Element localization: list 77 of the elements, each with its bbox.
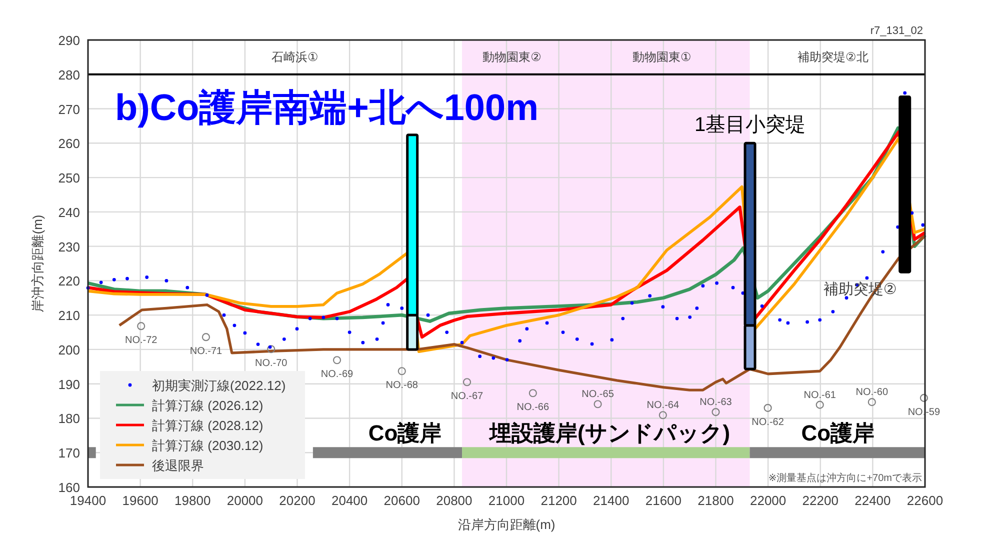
annotation: NO.-62	[752, 416, 784, 428]
x-tick-label: 21200	[540, 493, 577, 508]
point	[920, 394, 928, 402]
bar	[898, 95, 912, 274]
point	[202, 333, 210, 342]
x-tick-label: 20800	[436, 493, 472, 508]
y-tick-label: 160	[58, 480, 80, 495]
annotation: NO.-70	[254, 358, 288, 370]
x-tick-label: 20000	[226, 493, 264, 508]
point	[332, 356, 342, 364]
legend-label: 計算汀線 (2030.12)	[152, 438, 264, 453]
point	[868, 398, 876, 406]
y-tick-label: 280	[58, 67, 80, 82]
point	[528, 389, 537, 398]
annotation: 動物園東①	[632, 50, 692, 64]
x-tick-label: 19800	[174, 493, 211, 508]
x-tick-label: 22000	[750, 493, 786, 508]
y-tick-label: 200	[58, 342, 80, 358]
annotation: NO.-65	[582, 389, 614, 400]
text: b)Co護岸南端+北へ100m	[115, 87, 538, 128]
y-tick-label: 240	[58, 204, 80, 220]
annotation: NO.-68	[386, 380, 418, 392]
annotation: NO.-71	[190, 346, 223, 358]
annotation: ※測量基点は沖方向に+70mで表示	[768, 472, 922, 484]
legend-label: 初期実測汀線(2022.12)	[152, 378, 286, 393]
y-tick-label: 220	[58, 274, 80, 289]
annotation: NO.-63	[700, 397, 732, 408]
annotation: NO.-64	[646, 400, 680, 412]
x-tick-label: 22200	[802, 493, 838, 508]
y-tick-label: 230	[58, 239, 80, 254]
point	[658, 411, 667, 420]
x-tick-label: 22600	[906, 493, 944, 508]
annotation: NO.-60	[856, 387, 888, 398]
annotation: 石崎浜①	[272, 50, 318, 64]
y-tick-label: 260	[58, 136, 80, 152]
annotation: Co護岸	[801, 420, 875, 446]
annotation: 埋設護岸(サンドパック)	[488, 420, 730, 446]
annotation: NO.-69	[320, 369, 354, 380]
annotation: Co護岸	[368, 420, 442, 446]
x-tick-label: 20200	[279, 493, 316, 508]
legend-label: 計算汀線 (2026.12)	[152, 398, 264, 413]
x-axis-title: 沿岸方向距離(m)	[458, 517, 556, 532]
y-axis-title: 岸沖方向距離(m)	[30, 214, 45, 312]
legend-label: 後退限界	[152, 458, 204, 473]
point	[764, 404, 772, 412]
x-tick-label: 21000	[488, 493, 525, 508]
x-tick-label: 22400	[854, 493, 891, 508]
point	[267, 345, 276, 354]
annotation: NO.-67	[450, 391, 484, 402]
y-tick-label: 190	[58, 376, 80, 392]
annotation: NO.-66	[516, 402, 550, 414]
x-tick-label: 20400	[331, 493, 368, 508]
point	[712, 408, 720, 416]
y-tick-label: 270	[58, 102, 80, 117]
annotation: 動物園東②	[482, 50, 542, 64]
annotation: NO.-72	[124, 335, 158, 346]
point	[137, 322, 146, 330]
x-tick-label: 20600	[384, 493, 420, 508]
annotation: 1基目小突堤	[694, 114, 806, 136]
point	[462, 378, 472, 386]
y-tick-label: 290	[58, 33, 80, 48]
y-tick-label: 170	[58, 446, 80, 461]
point	[816, 400, 824, 409]
annotation: NO.-61	[804, 390, 836, 401]
text: r7_131_02	[870, 25, 923, 37]
y-tick-label: 210	[58, 308, 80, 324]
x-tick-label: 19600	[122, 493, 158, 508]
point	[594, 400, 602, 408]
x-tick-label: 19400	[70, 493, 106, 508]
y-tick-label: 250	[58, 170, 80, 186]
x-tick-label: 21600	[645, 493, 682, 508]
point	[398, 367, 406, 376]
annotation: 補助突堤②北	[798, 50, 868, 64]
x-tick-label: 21800	[698, 493, 734, 508]
y-tick-label: 180	[58, 411, 80, 426]
legend-label: 計算汀線 (2028.12)	[152, 418, 264, 433]
x-tick-label: 21400	[593, 493, 630, 508]
